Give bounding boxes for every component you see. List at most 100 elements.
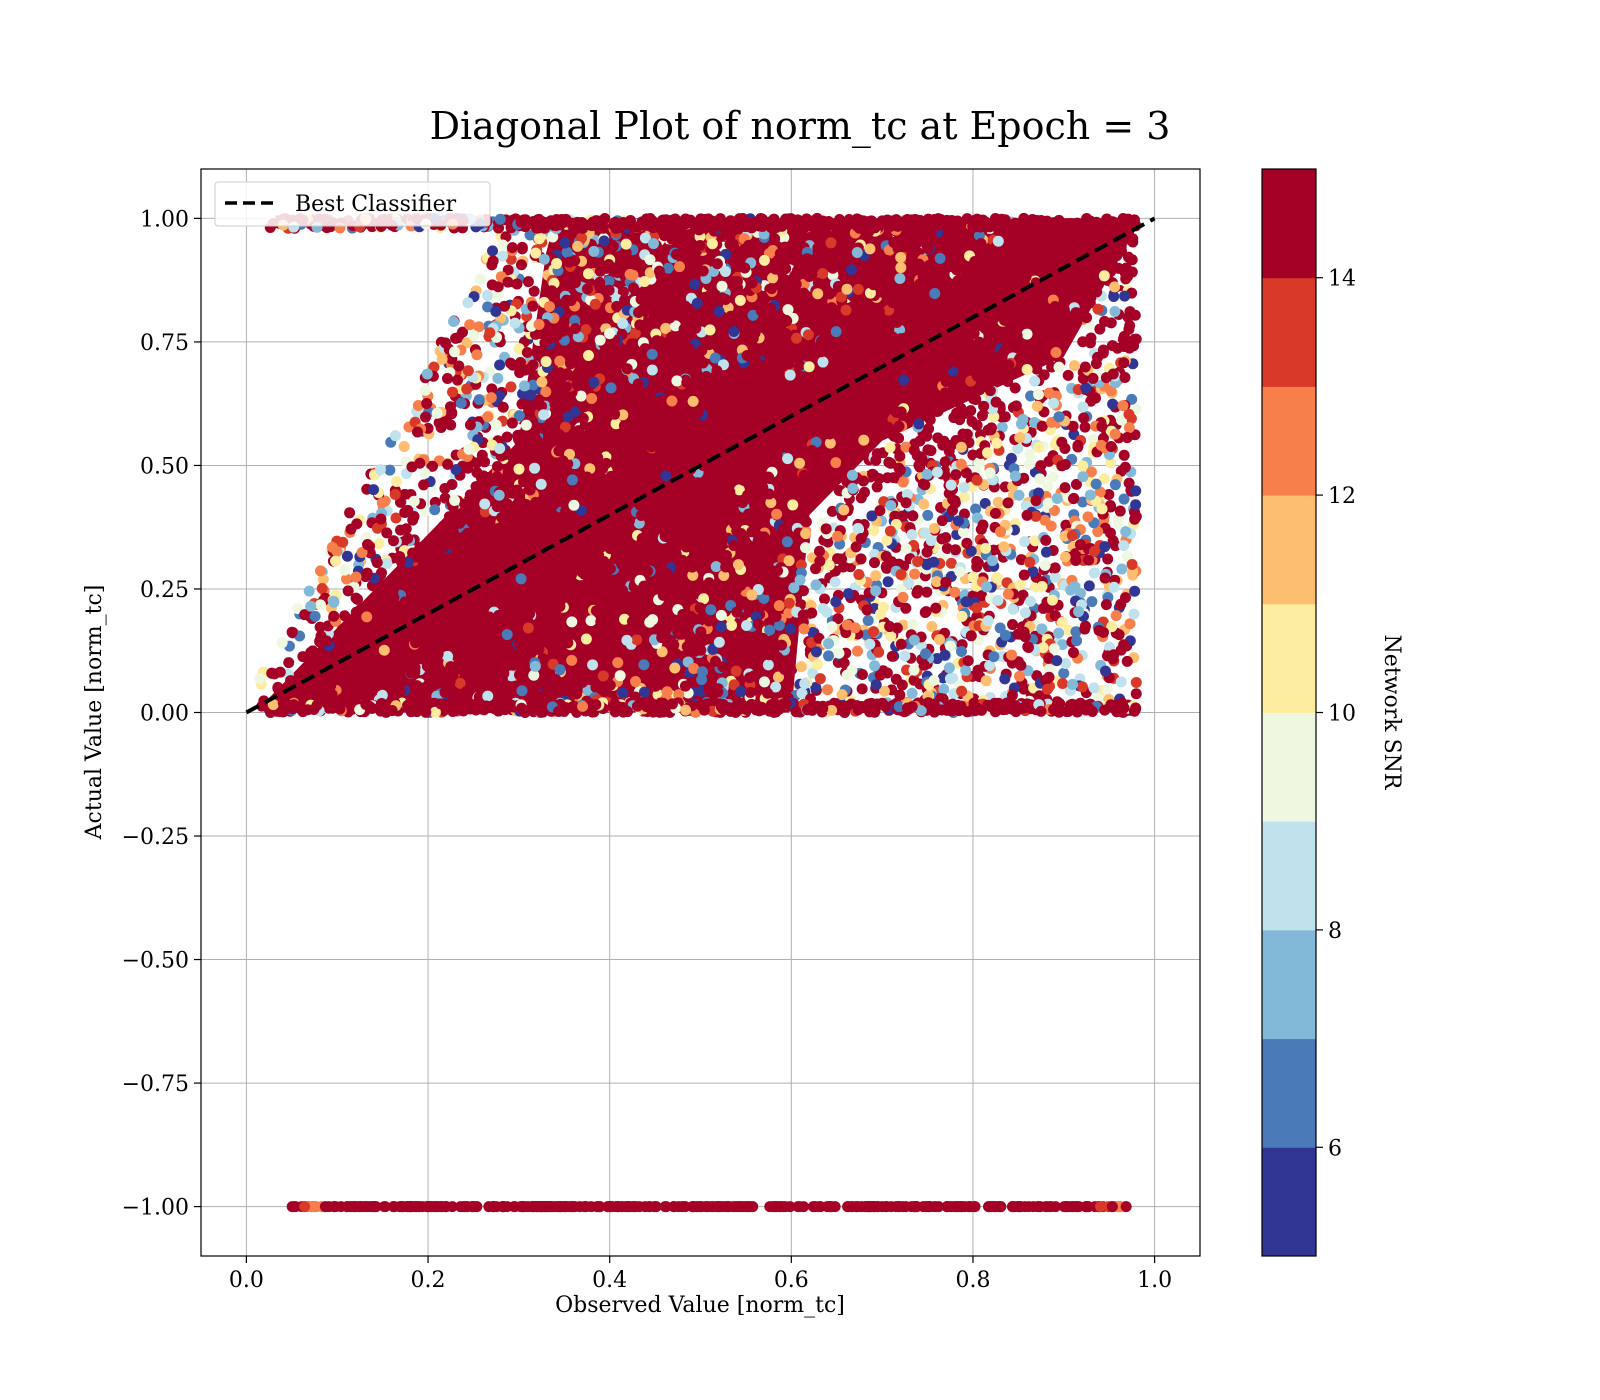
scatter-point [765, 497, 777, 509]
scatter-point [361, 611, 373, 623]
scatter-point [769, 325, 781, 337]
scatter-point [562, 580, 574, 592]
scatter-point [647, 614, 659, 626]
scatter-point [944, 673, 956, 685]
scatter-point [350, 629, 362, 641]
scatter-point [707, 393, 719, 405]
scatter-point [644, 254, 656, 266]
scatter-point [439, 687, 451, 699]
scatter-point [822, 480, 834, 492]
scatter-point [580, 633, 592, 645]
scatter-point [1105, 440, 1117, 452]
scatter-point [986, 555, 998, 567]
scatter-point [602, 358, 614, 370]
scatter-point [553, 429, 565, 441]
scatter-point [836, 689, 848, 701]
scatter-point [576, 676, 588, 688]
scatter-point [880, 550, 892, 562]
scatter-point [1031, 363, 1043, 375]
scatter-point [514, 367, 526, 379]
scatter-point [492, 289, 504, 301]
scatter-point [696, 530, 708, 542]
scatter-point [490, 306, 502, 318]
scatter-point [873, 646, 885, 658]
scatter-point [1014, 432, 1026, 444]
scatter-point [1102, 553, 1114, 565]
scatter-point [812, 403, 824, 415]
scatter-point [1077, 401, 1089, 413]
scatter-point [881, 254, 893, 266]
scatter-point [772, 565, 784, 577]
scatter-point [784, 241, 796, 253]
scatter-point [494, 657, 506, 669]
scatter-point [708, 517, 720, 529]
scatter-point [482, 289, 494, 301]
scatter-point [941, 542, 953, 554]
scatter-point [639, 276, 651, 288]
scatter-point [1048, 504, 1060, 516]
scatter-point [845, 264, 857, 276]
scatter-point [589, 319, 601, 331]
scatter-point [920, 606, 932, 618]
scatter-point [901, 232, 913, 244]
scatter-point [589, 256, 601, 268]
scatter-point [928, 522, 940, 534]
scatter-point [817, 603, 829, 615]
scatter-point [894, 273, 906, 285]
scatter-point [597, 670, 609, 682]
scatter-point [1035, 460, 1047, 472]
scatter-point [1096, 232, 1108, 244]
scatter-point [1003, 359, 1015, 371]
scatter-point [480, 642, 492, 654]
scatter-point [431, 407, 443, 419]
scatter-point [582, 349, 594, 361]
scatter-point [695, 644, 707, 656]
scatter-point [836, 553, 848, 565]
scatter-point [980, 675, 992, 687]
scatter-point [752, 530, 764, 542]
scatter-point [634, 319, 646, 331]
scatter-point [408, 495, 420, 507]
scatter-point [870, 585, 882, 597]
scatter-point [459, 498, 471, 510]
scatter-point [463, 443, 475, 455]
scatter-point [530, 496, 542, 508]
scatter-point [1004, 315, 1016, 327]
scatter-point [1007, 618, 1019, 630]
scatter-point [474, 273, 486, 285]
scatter-point [438, 520, 450, 532]
scatter-point [515, 259, 527, 271]
scatter-point [746, 589, 758, 601]
scatter-point [1059, 657, 1071, 669]
scatter-point [617, 286, 629, 298]
scatter-point [869, 660, 881, 672]
scatter-point [728, 495, 740, 507]
scatter-point [539, 337, 551, 349]
scatter-point [877, 287, 889, 299]
scatter-point [1058, 667, 1070, 679]
scatter-point [743, 239, 755, 251]
scatter-point [516, 685, 528, 697]
scatter-point [360, 655, 372, 667]
scatter-point [1031, 400, 1043, 412]
scatter-point [1099, 572, 1111, 584]
scatter-point [1096, 421, 1108, 433]
scatter-point [683, 519, 695, 531]
scatter-point [582, 268, 594, 280]
scatter-point [1119, 592, 1131, 604]
scatter-point [857, 341, 869, 353]
scatter-point [979, 498, 991, 510]
scatter-point [429, 504, 441, 516]
scatter-point [663, 460, 675, 472]
scatter-point [573, 599, 585, 611]
scatter-point [709, 384, 721, 396]
scatter-point [1123, 323, 1135, 335]
scatter-point [633, 593, 645, 605]
scatter-point [813, 463, 825, 475]
scatter-point [941, 358, 953, 370]
scatter-point [686, 476, 698, 488]
scatter-point [605, 581, 617, 593]
scatter-point [951, 407, 963, 419]
scatter-point [777, 477, 789, 489]
scatter-point [421, 397, 433, 409]
